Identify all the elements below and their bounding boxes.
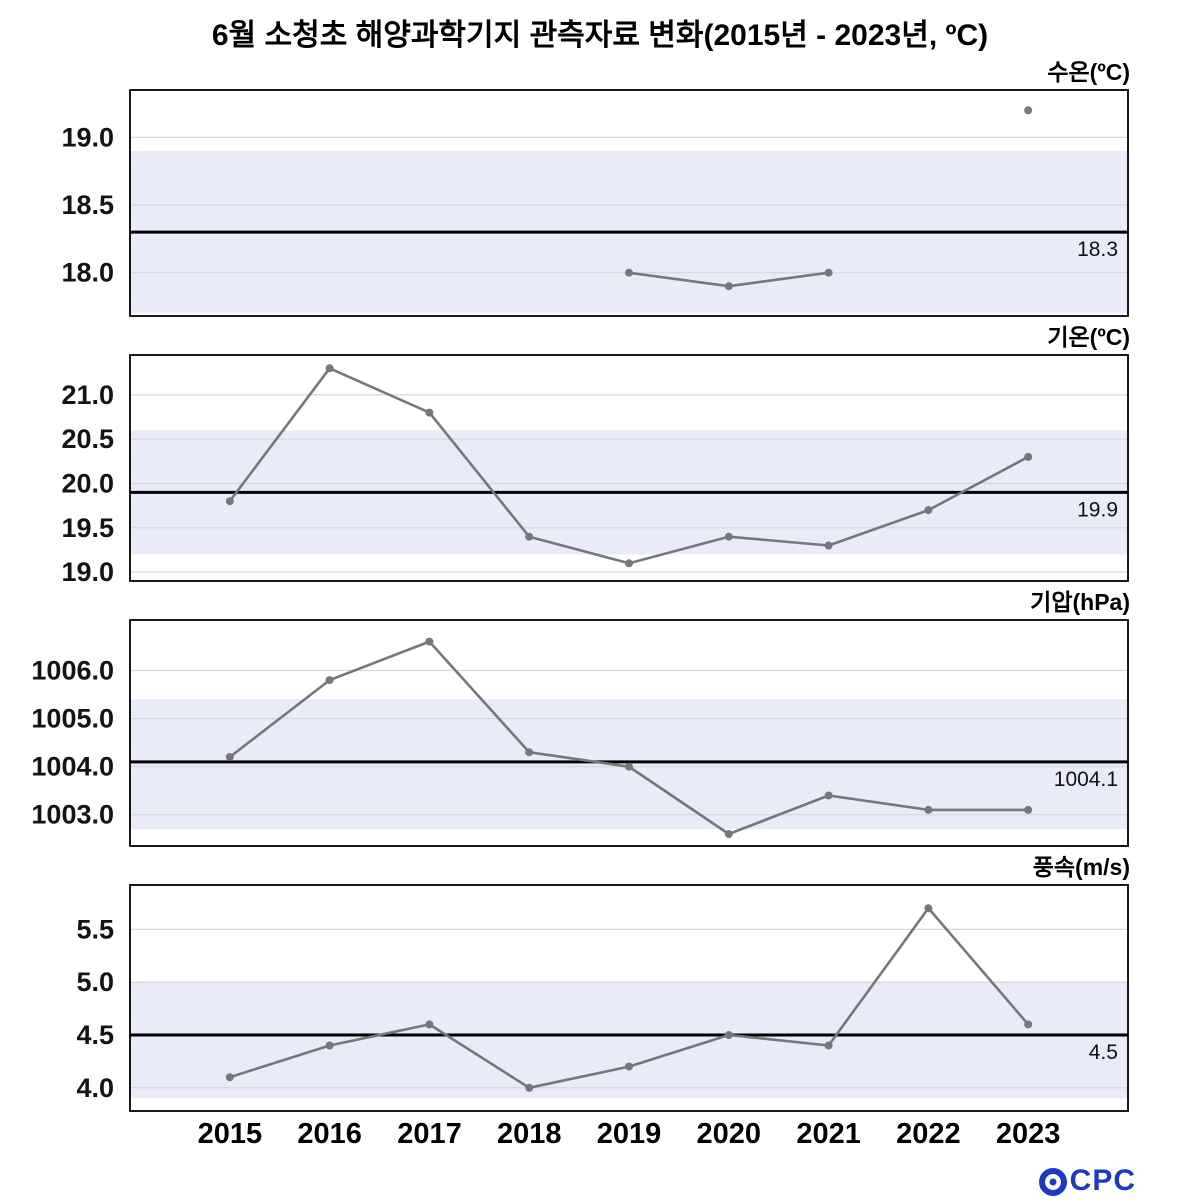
chart-panel-water-temp: 수온(ºC) 18.0 18.5 19.0 18.3 [0, 54, 1200, 319]
y-tick-label: 18.0 [61, 258, 114, 288]
panel-border [129, 89, 1129, 317]
y-tick-label: 1006.0 [31, 655, 114, 685]
y-tick-label: 4.0 [76, 1073, 114, 1103]
x-tick-label: 2019 [596, 1118, 662, 1150]
chart-panel-pressure: 기압(hPa) 1003.0 1004.0 1005.0 1006.0 1004.1 [0, 584, 1200, 849]
water-temp-plot: 18.0 18.5 19.0 18.3 [61, 89, 1129, 317]
pressure-plot: 1003.0 1004.0 1005.0 1006.0 1004.1 [31, 619, 1129, 847]
climatology-band [130, 982, 1128, 1099]
x-axis-labels: 2015 2016 2017 2018 2019 2020 2021 2022 … [0, 1114, 1200, 1160]
panel-border [129, 619, 1129, 847]
y-tick-label: 21.0 [61, 380, 114, 410]
data-point [724, 532, 733, 541]
data-point [225, 1073, 234, 1082]
y-tick-label: 19.5 [61, 513, 114, 543]
data-point [924, 805, 933, 814]
x-tick-label: 2017 [397, 1118, 462, 1150]
data-point [625, 559, 633, 568]
panel-title-water-temp: 수온(ºC) [1047, 59, 1130, 85]
data-point [425, 1020, 434, 1029]
y-tick-label: 1003.0 [31, 800, 114, 830]
data-point [325, 1041, 334, 1050]
wind-speed-plot: 4.0 4.5 5.0 5.5 4.5 [76, 884, 1129, 1112]
data-point [425, 408, 434, 417]
data-point [625, 1062, 633, 1071]
data-point [824, 541, 833, 550]
data-point [325, 676, 334, 685]
y-tick-label: 19.0 [61, 557, 114, 584]
data-point [1024, 805, 1033, 814]
x-tick-label: 2018 [496, 1118, 562, 1150]
data-point [425, 637, 434, 646]
panel-title-air-temp: 기온(ºC) [1047, 324, 1130, 350]
y-tick-label: 5.5 [76, 914, 114, 944]
x-tick-label: 2020 [696, 1118, 762, 1150]
data-point [225, 497, 234, 506]
data-point [824, 1041, 833, 1050]
data-point [625, 268, 633, 277]
data-point [924, 904, 933, 913]
y-tick-label: 19.0 [61, 122, 114, 152]
data-point [824, 268, 833, 277]
mean-value-label: 18.3 [1077, 238, 1118, 261]
x-tick-label: 2021 [796, 1118, 861, 1150]
chart-panel-wind-speed: 풍속(m/s) 4.0 4.5 5.0 5.5 4.5 [0, 849, 1200, 1114]
panel-title-wind-speed: 풍속(m/s) [1032, 854, 1130, 880]
y-tick-label: 20.0 [61, 469, 114, 499]
data-point [625, 762, 633, 771]
x-tick-label: 2015 [197, 1118, 263, 1150]
y-tick-label: 1005.0 [31, 704, 114, 734]
chart-panel-air-temp: 기온(ºC) 19.0 19.5 20.0 20.5 21.0 19.9 [0, 319, 1200, 584]
x-tick-label: 2022 [896, 1118, 961, 1150]
y-tick-label: 20.5 [61, 424, 114, 454]
air-temp-plot: 19.0 19.5 20.0 20.5 21.0 19.9 [61, 354, 1129, 584]
logo-text: CPC [1069, 1164, 1136, 1197]
data-point [1024, 1020, 1033, 1029]
data-point [525, 1083, 534, 1092]
panel-border [129, 884, 1129, 1112]
x-tick-label: 2023 [995, 1118, 1061, 1150]
y-tick-label: 1004.0 [31, 752, 114, 782]
data-point [724, 1031, 733, 1039]
mean-value-label: 1004.1 [1054, 768, 1118, 791]
page-title: 6월 소청초 해양과학기지 관측자료 변화(2015년 - 2023년, ºC) [211, 19, 989, 52]
data-point [924, 506, 933, 515]
target-circle-icon [1038, 1168, 1067, 1196]
data-point [724, 282, 733, 291]
mean-value-label: 19.9 [1077, 498, 1118, 521]
data-point [824, 791, 833, 800]
data-point [1024, 452, 1033, 461]
panel-title-pressure: 기압(hPa) [1030, 589, 1130, 615]
data-point [225, 753, 234, 761]
data-point [525, 748, 534, 757]
data-point [724, 830, 733, 838]
data-point [525, 532, 534, 541]
panel-border [129, 354, 1129, 582]
data-point [1024, 106, 1033, 115]
y-tick-label: 5.0 [76, 967, 114, 997]
x-tick-label: 2016 [297, 1118, 362, 1150]
y-tick-label: 4.5 [76, 1020, 114, 1050]
mean-value-label: 4.5 [1089, 1041, 1118, 1064]
data-point [325, 364, 334, 373]
x-axis-label-row: 2015 2016 2017 2018 2019 2020 2021 2022 … [180, 1118, 1078, 1151]
footer-logo: CPC [0, 1160, 1200, 1202]
y-tick-label: 18.5 [61, 190, 114, 220]
